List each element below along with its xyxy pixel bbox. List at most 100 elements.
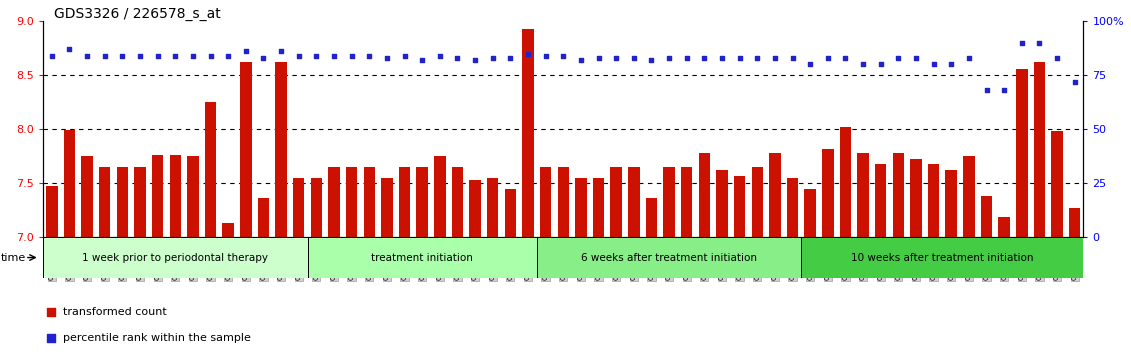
Bar bbox=[576, 178, 587, 237]
Point bbox=[519, 51, 537, 56]
Point bbox=[995, 87, 1013, 93]
Bar bbox=[892, 153, 904, 237]
Point bbox=[554, 53, 572, 59]
Bar bbox=[240, 62, 251, 237]
Bar bbox=[1052, 131, 1063, 237]
Bar bbox=[170, 155, 181, 237]
Point bbox=[236, 48, 254, 54]
Point bbox=[749, 55, 767, 61]
Point bbox=[784, 55, 802, 61]
Bar bbox=[205, 102, 216, 237]
Point bbox=[325, 53, 343, 59]
Text: transformed count: transformed count bbox=[62, 307, 166, 317]
Point bbox=[924, 62, 942, 67]
Bar bbox=[839, 127, 852, 237]
Bar bbox=[981, 196, 992, 237]
Bar bbox=[328, 167, 339, 237]
Point bbox=[396, 53, 414, 59]
Bar bbox=[910, 159, 922, 237]
Bar bbox=[258, 198, 269, 237]
Bar bbox=[381, 178, 392, 237]
Point bbox=[484, 55, 502, 61]
Text: 6 weeks after treatment initiation: 6 weeks after treatment initiation bbox=[581, 252, 757, 263]
Bar bbox=[275, 62, 287, 237]
Point bbox=[801, 62, 819, 67]
Point bbox=[201, 53, 219, 59]
Bar bbox=[802, 237, 1083, 278]
Point bbox=[360, 53, 378, 59]
Bar bbox=[628, 167, 639, 237]
Bar bbox=[734, 176, 745, 237]
Point bbox=[254, 55, 273, 61]
Point bbox=[1065, 79, 1083, 85]
Point bbox=[78, 53, 96, 59]
Bar bbox=[43, 237, 308, 278]
Bar bbox=[751, 167, 763, 237]
Bar bbox=[308, 237, 537, 278]
Point bbox=[290, 53, 308, 59]
Point bbox=[642, 57, 661, 63]
Point bbox=[731, 55, 749, 61]
Bar bbox=[81, 156, 93, 237]
Bar bbox=[399, 167, 411, 237]
Bar bbox=[1069, 208, 1080, 237]
Point bbox=[166, 53, 184, 59]
Point bbox=[148, 53, 166, 59]
Bar bbox=[487, 178, 499, 237]
Point bbox=[836, 55, 854, 61]
Point bbox=[854, 62, 872, 67]
Point bbox=[431, 53, 449, 59]
Point bbox=[43, 53, 61, 59]
Point bbox=[113, 53, 131, 59]
Point bbox=[1012, 40, 1030, 46]
Point bbox=[536, 53, 554, 59]
Bar bbox=[593, 178, 604, 237]
Bar bbox=[927, 164, 940, 237]
Point bbox=[589, 55, 607, 61]
Point bbox=[273, 48, 291, 54]
Point bbox=[343, 53, 361, 59]
Bar bbox=[116, 167, 128, 237]
Text: 10 weeks after treatment initiation: 10 weeks after treatment initiation bbox=[852, 252, 1034, 263]
Text: 1 week prior to periodontal therapy: 1 week prior to periodontal therapy bbox=[83, 252, 268, 263]
Point bbox=[624, 55, 642, 61]
Bar bbox=[469, 180, 481, 237]
Bar bbox=[100, 167, 111, 237]
Bar bbox=[1016, 69, 1027, 237]
Bar bbox=[63, 130, 75, 237]
Bar bbox=[434, 156, 446, 237]
Bar bbox=[523, 29, 534, 237]
Point bbox=[184, 53, 202, 59]
Text: GDS3326 / 226578_s_at: GDS3326 / 226578_s_at bbox=[54, 7, 221, 21]
Bar bbox=[346, 167, 357, 237]
Text: time: time bbox=[1, 252, 26, 263]
Bar bbox=[699, 153, 710, 237]
Point bbox=[977, 87, 995, 93]
Point bbox=[960, 55, 978, 61]
Point bbox=[42, 335, 60, 341]
Point bbox=[466, 57, 484, 63]
Bar bbox=[946, 170, 957, 237]
Bar bbox=[646, 198, 657, 237]
Point bbox=[819, 55, 837, 61]
Bar bbox=[152, 155, 163, 237]
Bar bbox=[135, 167, 146, 237]
Bar bbox=[558, 167, 569, 237]
Bar bbox=[187, 156, 199, 237]
Point bbox=[308, 53, 326, 59]
Bar bbox=[804, 189, 815, 237]
Point bbox=[1048, 55, 1067, 61]
Point bbox=[572, 57, 590, 63]
Bar bbox=[504, 189, 516, 237]
Point bbox=[677, 55, 696, 61]
Point bbox=[661, 55, 679, 61]
Bar bbox=[964, 156, 975, 237]
Point bbox=[713, 55, 731, 61]
Point bbox=[131, 53, 149, 59]
Point bbox=[413, 57, 431, 63]
Bar bbox=[681, 167, 692, 237]
Bar bbox=[999, 217, 1010, 237]
Text: percentile rank within the sample: percentile rank within the sample bbox=[62, 333, 251, 343]
Point bbox=[448, 55, 466, 61]
Bar bbox=[416, 167, 428, 237]
